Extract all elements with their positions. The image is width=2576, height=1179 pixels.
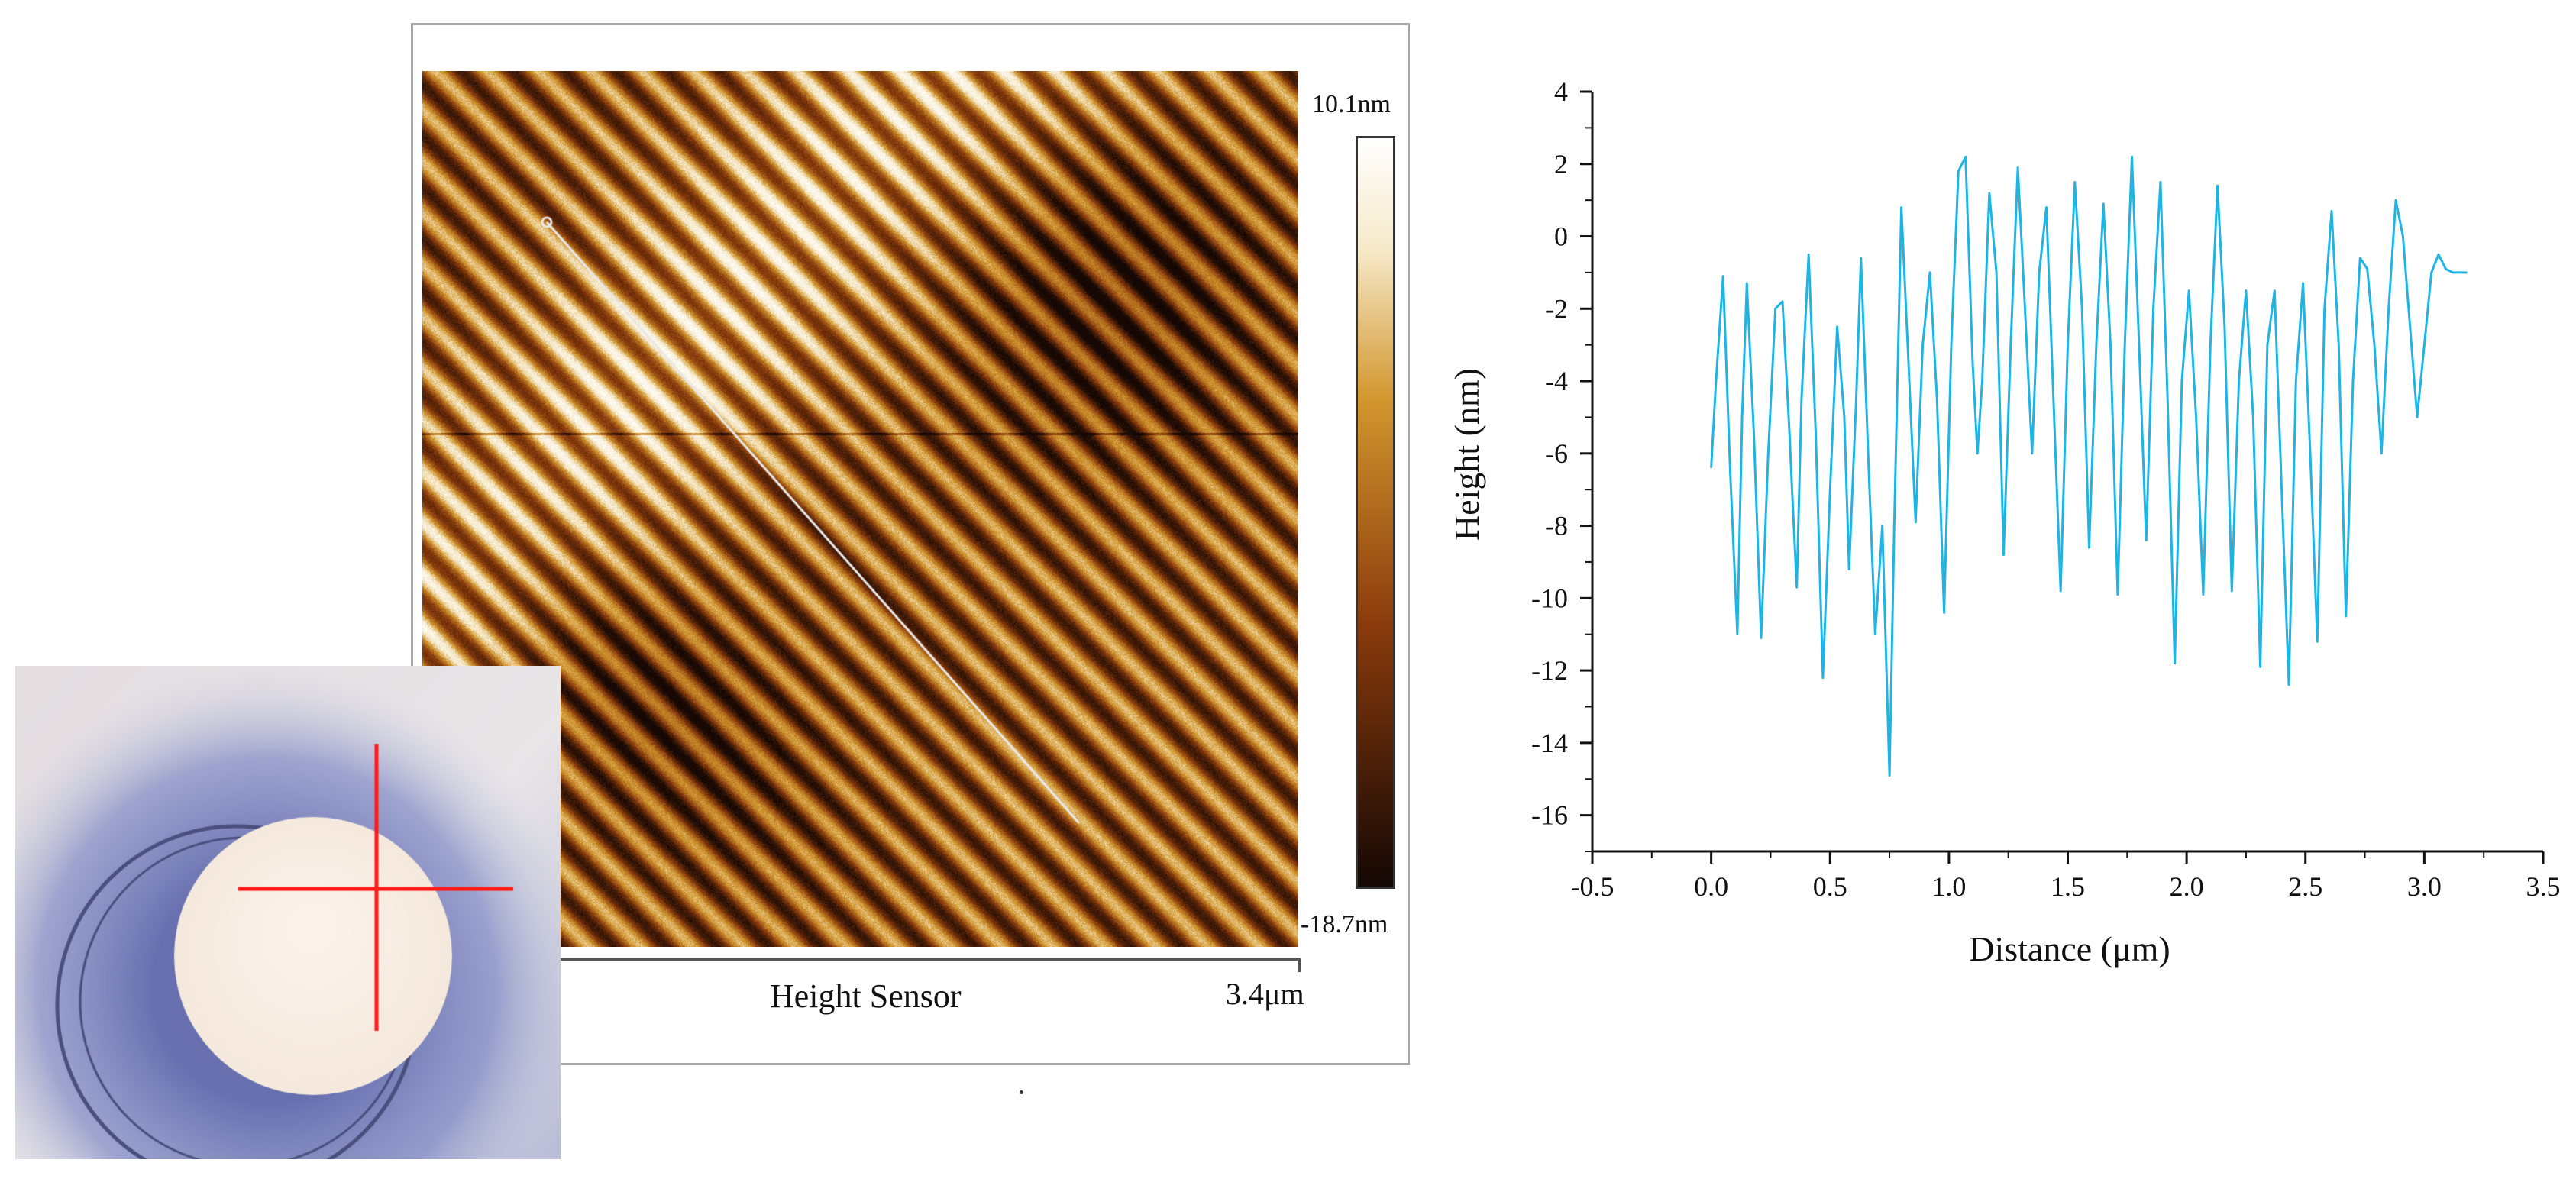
y-tick-label: -8 — [1545, 511, 1568, 541]
afm-height-image — [422, 71, 1298, 947]
scale-bar-tick — [1298, 958, 1301, 972]
scale-bar-line — [548, 958, 1301, 961]
y-tick-label: -16 — [1531, 800, 1568, 831]
channel-label: Height Sensor — [770, 977, 962, 1015]
scale-bar-label: 3.4μm — [1226, 977, 1304, 1011]
x-tick-label: 3.0 — [2407, 871, 2442, 902]
stray-dot — [1020, 1090, 1023, 1094]
x-tick-label: 3.5 — [2526, 871, 2561, 902]
height-colorbar — [1356, 136, 1395, 889]
y-tick-label: 2 — [1554, 149, 1568, 179]
series-line-height-profile — [1710, 155, 2468, 777]
y-axis-ticks: 4 2 0 -2 -4 -6 -8 -10 -12 -14 -16 — [1531, 76, 1592, 852]
x-tick-label: 1.5 — [2051, 871, 2085, 902]
y-axis-label: Height (nm) — [1447, 368, 1486, 541]
height-profile-chart: -0.5 0.0 0.5 1.0 1.5 2.0 2.5 3.0 3.5 4 2 0 -2 -4 -6 -8… — [1447, 76, 2561, 968]
y-tick-label: -2 — [1545, 293, 1568, 324]
y-tick-label: 4 — [1554, 76, 1568, 107]
optical-microscope-image — [15, 666, 561, 1159]
x-tick-label: 2.5 — [2288, 871, 2322, 902]
y-tick-label: -6 — [1545, 438, 1568, 469]
y-tick-label: 0 — [1554, 221, 1568, 252]
x-tick-label: -0.5 — [1571, 871, 1614, 902]
x-tick-label: 0.5 — [1813, 871, 1847, 902]
y-tick-label: -10 — [1531, 583, 1568, 613]
colorbar-max-label: 10.1nm — [1312, 90, 1391, 118]
x-axis-label: Distance (μm) — [1969, 929, 2170, 968]
series-group — [1710, 155, 2468, 777]
x-tick-label: 1.0 — [1931, 871, 1966, 902]
x-tick-label: 2.0 — [2170, 871, 2204, 902]
chart-axes — [1591, 92, 2543, 853]
y-tick-label: -12 — [1531, 655, 1568, 686]
x-tick-label: 0.0 — [1694, 871, 1728, 902]
x-axis-ticks: -0.5 0.0 0.5 1.0 1.5 2.0 2.5 3.0 3.5 — [1571, 851, 2561, 902]
y-tick-label: -4 — [1545, 366, 1568, 396]
colorbar-min-label: -18.7nm — [1301, 910, 1388, 938]
y-tick-label: -14 — [1531, 728, 1568, 758]
